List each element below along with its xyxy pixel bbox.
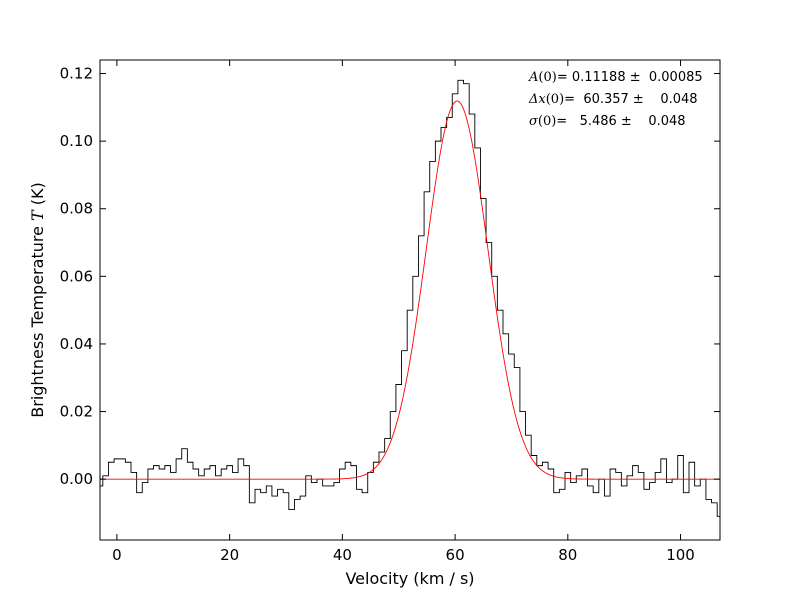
fit-parameter-text: A(0)= 0.11188 ± 0.00085 bbox=[528, 70, 703, 85]
x-tick-label: 60 bbox=[446, 546, 465, 564]
fit-parameter-symbol: σ bbox=[529, 114, 539, 129]
fit-parameter-index: (0) bbox=[538, 114, 556, 129]
fit-parameter-value: = 60.357 ± 0.048 bbox=[564, 92, 697, 107]
y-tick-label: 0.08 bbox=[60, 200, 93, 218]
y-tick-label: 0.00 bbox=[60, 470, 93, 488]
y-axis-label: Brightness Temperature T (K) bbox=[28, 182, 47, 417]
plot-background bbox=[100, 60, 720, 540]
fit-parameter-value: = 5.486 ± 0.048 bbox=[556, 114, 685, 129]
x-tick-label: 80 bbox=[558, 546, 577, 564]
spectrum-line bbox=[100, 79, 720, 517]
fit-parameter-value: = 0.11188 ± 0.00085 bbox=[557, 70, 703, 85]
x-tick-label: 40 bbox=[333, 546, 352, 564]
x-tick-label: 0 bbox=[112, 546, 122, 564]
fit-parameter-symbol: A bbox=[528, 70, 538, 85]
plot-frame bbox=[99, 59, 721, 541]
y-axis-label-symbol: T bbox=[28, 209, 47, 221]
fit-parameter-index: (0) bbox=[546, 92, 564, 107]
fit-parameter-text: σ(0)= 5.486 ± 0.048 bbox=[529, 114, 686, 129]
fit-parameter-text: Δx(0)= 60.357 ± 0.048 bbox=[528, 92, 698, 107]
y-axis-label-prefix: Brightness Temperature bbox=[28, 221, 47, 418]
y-axis-label-suffix: (K) bbox=[28, 182, 47, 210]
y-tick-label: 0.04 bbox=[60, 335, 93, 353]
y-tick-label: 0.10 bbox=[60, 132, 93, 150]
x-tick-label: 100 bbox=[666, 546, 695, 564]
fit-parameter-index: (0) bbox=[538, 70, 556, 85]
y-tick-label: 0.06 bbox=[60, 267, 93, 285]
fit-parameter-symbol: Δx bbox=[528, 92, 546, 107]
y-tick-label: 0.12 bbox=[60, 65, 93, 83]
x-axis-label: Velocity (km / s) bbox=[345, 569, 474, 588]
gaussian-fit-line bbox=[100, 100, 720, 480]
x-tick-label: 20 bbox=[220, 546, 239, 564]
y-tick-label: 0.02 bbox=[60, 403, 93, 421]
